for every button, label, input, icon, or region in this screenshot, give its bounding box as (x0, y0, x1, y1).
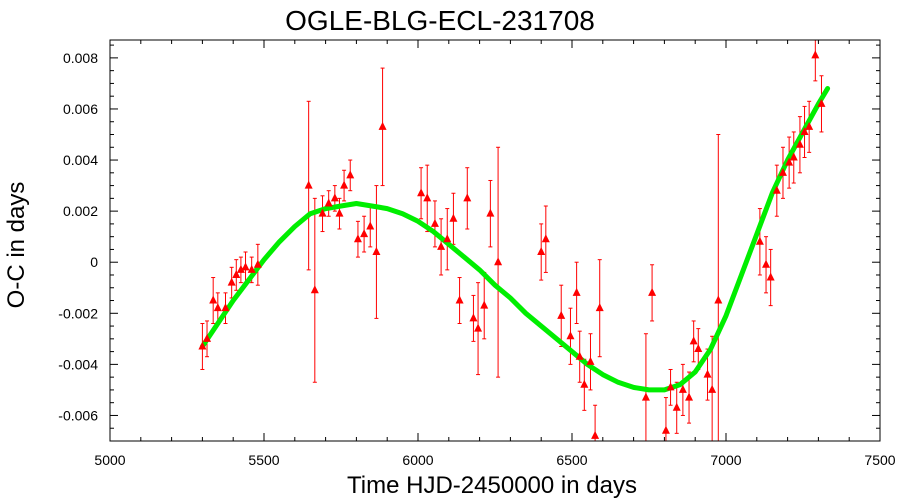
x-tick-label: 6500 (556, 452, 587, 468)
y-tick-label: 0.006 (63, 101, 98, 117)
point-marker (203, 333, 212, 342)
point-marker (557, 310, 566, 319)
y-tick-label: 0.008 (63, 50, 98, 66)
point-marker (648, 287, 657, 296)
point-marker (474, 323, 483, 332)
x-tick-label: 5000 (94, 452, 125, 468)
point-marker (805, 121, 814, 130)
point-marker (661, 425, 670, 434)
point-marker (437, 241, 446, 250)
x-tick-label: 5500 (248, 452, 279, 468)
point-marker (455, 295, 464, 304)
point-marker (469, 313, 478, 322)
point-marker (346, 170, 355, 179)
point-marker (236, 264, 245, 273)
y-tick-label: 0.002 (63, 203, 98, 219)
point-marker (575, 351, 584, 360)
point-marker (672, 402, 681, 411)
point-marker (572, 287, 581, 296)
point-marker (772, 185, 781, 194)
point-marker (789, 152, 798, 161)
point-marker (198, 341, 207, 350)
x-axis-label: Time HJD-2450000 in days (347, 472, 637, 499)
axis-ticks: 5000 5500 6000 6500 7000 7500 -0.006 -0.004 -0.0… (58, 40, 896, 468)
point-marker (714, 295, 723, 304)
point-marker (666, 382, 675, 391)
point-marker (360, 229, 369, 238)
point-marker (430, 218, 439, 227)
point-marker (586, 356, 595, 365)
point-marker (353, 234, 362, 243)
point-marker (641, 392, 650, 401)
point-marker (335, 208, 344, 217)
point-marker (795, 139, 804, 148)
point-marker (580, 379, 589, 388)
point-marker (213, 303, 222, 312)
y-axis-label: O-C in days (3, 182, 30, 309)
chart-title: OGLE-BLG-ECL-231708 (285, 5, 595, 36)
point-marker (443, 234, 452, 243)
point-marker (703, 369, 712, 378)
plot-inner (198, 40, 831, 441)
fit-curve (199, 86, 831, 393)
point-marker (811, 50, 820, 59)
y-tick-label: -0.006 (58, 407, 98, 423)
point-marker (372, 246, 381, 255)
point-marker (417, 188, 426, 197)
point-marker (232, 269, 241, 278)
point-marker (330, 193, 339, 202)
plot-area (198, 40, 831, 441)
point-marker (241, 262, 250, 271)
x-tick-label: 6000 (402, 452, 433, 468)
point-marker (221, 303, 230, 312)
point-marker (247, 264, 256, 273)
point-marker (778, 167, 787, 176)
y-tick-label: 0 (90, 254, 98, 270)
x-tick-label: 7500 (864, 452, 895, 468)
point-marker (310, 285, 319, 294)
point-marker (817, 98, 826, 107)
point-marker (591, 430, 600, 439)
plot-frame (109, 39, 881, 442)
point-marker (318, 208, 327, 217)
point-marker (449, 213, 458, 222)
point-marker (685, 392, 694, 401)
point-marker (678, 384, 687, 393)
point-marker (253, 259, 262, 268)
y-tick-label: -0.004 (58, 356, 98, 372)
point-marker (227, 277, 236, 286)
point-marker (800, 126, 809, 135)
point-marker (378, 121, 387, 130)
point-marker (541, 234, 550, 243)
point-marker (595, 303, 604, 312)
point-marker (537, 246, 546, 255)
point-marker (785, 157, 794, 166)
point-marker (689, 336, 698, 345)
point-marker (494, 257, 503, 266)
point-marker (762, 259, 771, 268)
point-marker (463, 193, 472, 202)
point-marker (366, 221, 375, 230)
point-marker (423, 193, 432, 202)
point-marker (566, 331, 575, 340)
point-marker (708, 384, 717, 393)
point-marker (209, 295, 218, 304)
y-tick-label: 0.004 (63, 152, 98, 168)
point-marker (480, 300, 489, 309)
point-marker (766, 272, 775, 281)
x-tick-label: 7000 (710, 452, 741, 468)
point-marker (755, 236, 764, 245)
point-marker (324, 198, 333, 207)
point-marker (304, 180, 313, 189)
point-marker (486, 208, 495, 217)
y-tick-label: -0.002 (58, 305, 98, 321)
point-marker (340, 180, 349, 189)
point-marker (694, 344, 703, 353)
